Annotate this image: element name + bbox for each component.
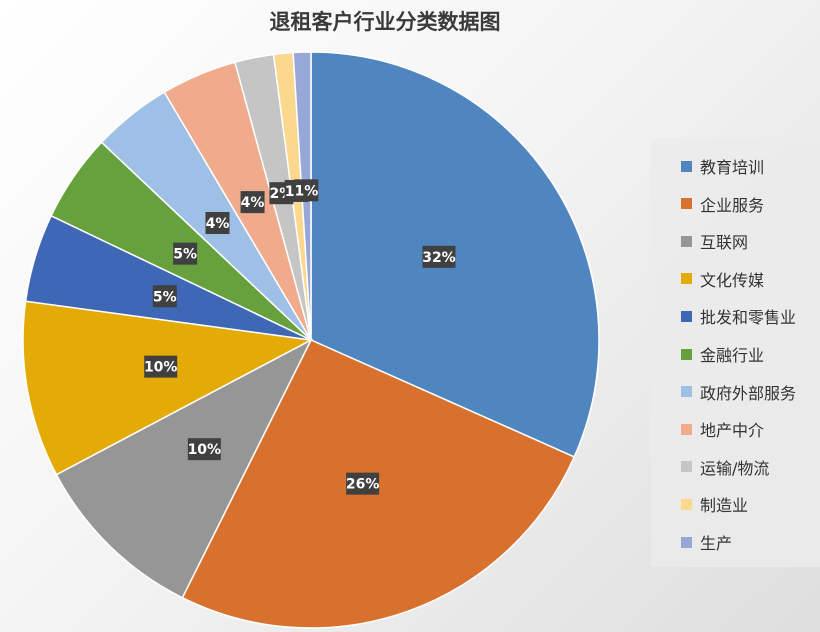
legend-swatch bbox=[681, 348, 692, 360]
legend-item-5: 金融行业 bbox=[681, 342, 764, 366]
legend-label: 企业服务 bbox=[700, 195, 765, 215]
legend-item-2: 互联网 bbox=[681, 229, 748, 253]
legend-swatch bbox=[681, 310, 692, 322]
legend-label: 金融行业 bbox=[700, 346, 765, 365]
svg-text:4%: 4% bbox=[206, 216, 230, 232]
svg-text:10%: 10% bbox=[144, 360, 178, 376]
legend-item-9: 制造业 bbox=[681, 492, 748, 516]
data-label-3: 10% bbox=[144, 355, 178, 378]
data-label-2: 10% bbox=[188, 438, 222, 461]
legend-swatch bbox=[681, 160, 692, 172]
svg-text:5%: 5% bbox=[153, 289, 177, 305]
legend: 教育培训企业服务互联网文化传媒批发和零售业 金融行业政府外部服务 地产中介运输/物流… bbox=[651, 139, 820, 567]
legend-item-7: 地产中介 bbox=[681, 417, 764, 441]
svg-text:10%: 10% bbox=[188, 442, 222, 458]
legend-item-10: 生产 bbox=[681, 530, 732, 554]
legend-item-6: 政府外部服务 bbox=[681, 380, 796, 404]
legend-swatch bbox=[681, 198, 692, 210]
svg-text:5%: 5% bbox=[173, 247, 197, 263]
legend-swatch bbox=[681, 273, 692, 285]
legend-label: 生产 bbox=[700, 534, 733, 553]
svg-text:32%: 32% bbox=[422, 250, 456, 266]
pie-slice-2 bbox=[55, 338, 313, 599]
svg-text:26%: 26% bbox=[346, 477, 380, 493]
legend-label: 制造业 bbox=[700, 496, 749, 516]
legend-swatch bbox=[681, 423, 692, 435]
legend-label: 教育培训 bbox=[700, 158, 765, 177]
legend-label: 文化传媒 bbox=[700, 270, 765, 290]
legend-item-3: 文化传媒 bbox=[681, 267, 764, 291]
legend-item-8: 运输/物流 bbox=[681, 455, 769, 479]
data-label-7: 4% bbox=[240, 191, 265, 214]
legend-swatch bbox=[681, 461, 692, 473]
legend-swatch bbox=[681, 498, 692, 510]
legend-item-0: 教育培训 bbox=[681, 154, 764, 178]
legend-label: 互联网 bbox=[700, 233, 749, 253]
legend-item-4: 批发和零售业 bbox=[681, 304, 796, 328]
chart-title: 退租客户行业分类数据图 bbox=[269, 10, 501, 34]
legend-swatch bbox=[681, 536, 692, 548]
data-label-10: 1% bbox=[294, 179, 319, 202]
data-label-0: 32% bbox=[422, 245, 456, 268]
svg-text:4%: 4% bbox=[241, 195, 265, 211]
data-label-5: 5% bbox=[173, 242, 198, 265]
legend-label: 运输/物流 bbox=[700, 458, 770, 478]
pie-slice-3 bbox=[22, 300, 314, 476]
data-label-6: 4% bbox=[205, 212, 230, 235]
legend-label: 批发和零售业 bbox=[700, 308, 797, 328]
legend-item-1: 企业服务 bbox=[681, 192, 764, 216]
data-label-1: 26% bbox=[346, 472, 380, 495]
legend-label: 政府外部服务 bbox=[700, 383, 797, 403]
legend-swatch bbox=[681, 386, 692, 398]
svg-text:1%: 1% bbox=[294, 183, 318, 199]
data-label-4: 5% bbox=[152, 285, 177, 308]
legend-label: 地产中介 bbox=[700, 421, 765, 441]
legend-swatch bbox=[681, 235, 692, 247]
